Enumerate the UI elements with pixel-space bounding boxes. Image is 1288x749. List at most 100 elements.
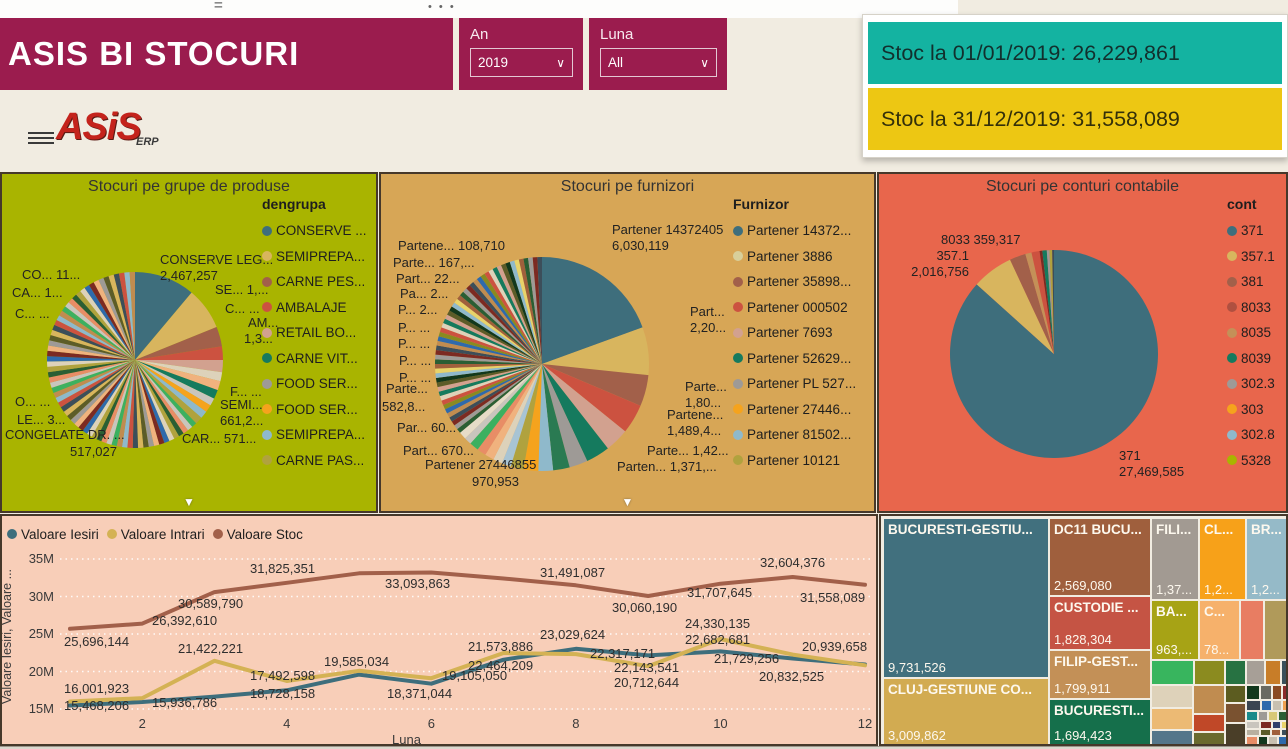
legend-item[interactable]: FOOD SER... [262,397,376,423]
treemap-block[interactable] [1273,722,1280,728]
pie-slice[interactable] [1046,250,1054,354]
treemap-block[interactable] [1195,661,1224,684]
pie-slice[interactable] [436,340,542,364]
treemap-block[interactable]: FILI... 1,37... [1152,519,1198,599]
pie-slice[interactable] [538,364,554,471]
pie-slice[interactable] [436,364,542,388]
pie-slice[interactable] [1010,254,1054,354]
treemap-block[interactable] [1247,730,1259,735]
treemap-block[interactable] [1282,722,1286,728]
treemap-block[interactable] [1194,686,1224,713]
pie-slice[interactable] [135,360,207,418]
more-options-icon[interactable]: • • • [428,1,456,13]
legend-item[interactable]: CARNE PAS... [262,448,376,474]
treemap-block[interactable] [1247,686,1259,699]
pie-slice[interactable] [129,271,135,360]
pie-slice[interactable] [135,360,223,382]
pie-slice[interactable] [135,360,165,445]
legend-item[interactable]: Partener 35898... [733,269,874,295]
pie-slice[interactable] [480,273,542,364]
legend-item[interactable]: Valoare Stoc [212,526,303,542]
pie-slice[interactable] [135,360,188,434]
treemap-block[interactable] [1283,701,1286,710]
legend-item[interactable]: RETAIL BO... [262,320,376,346]
pie-slice[interactable] [435,359,542,364]
legend-item[interactable]: Valoare Iesiri [7,526,99,542]
legend-item[interactable]: 381 [1227,269,1286,295]
legend-item[interactable]: Partener 7693 [733,320,874,346]
pie-slice[interactable] [103,276,135,360]
pie-slice[interactable] [439,364,542,401]
treemap-block[interactable] [1261,686,1271,699]
pie-slice[interactable] [435,364,542,374]
pie-slice[interactable] [46,356,135,362]
legend-item[interactable]: 303 [1227,397,1286,423]
legend-item[interactable]: FOOD SER... [262,371,376,397]
treemap-block[interactable] [1269,737,1277,744]
pie-slice[interactable] [505,261,542,364]
legend-item[interactable]: Partener 000502 [733,295,874,321]
treemap-block[interactable] [1269,712,1277,720]
treemap-block[interactable] [1273,701,1281,710]
pie-slice[interactable] [108,274,135,360]
legend-item[interactable]: CARNE PES... [262,269,376,295]
pie-slice[interactable] [466,285,542,364]
treemap-block[interactable]: CLUJ-GESTIUNE CO... 3,009,862 [884,679,1048,744]
pie-slice[interactable] [87,360,135,437]
pie-slice[interactable] [445,314,542,364]
treemap-block[interactable]: BA... 963,... [1152,601,1198,659]
legend-item[interactable]: Partener 81502... [733,422,874,448]
pie-slice[interactable] [132,360,139,449]
pie-slice[interactable] [65,302,135,360]
pie-slice[interactable] [542,364,649,406]
pie-slice[interactable] [496,265,542,364]
pie-slice[interactable] [460,291,542,364]
treemap-block[interactable] [1226,704,1245,722]
treemap-block[interactable] [1279,712,1286,720]
pie-slice[interactable] [60,360,135,412]
pie-slice[interactable] [111,360,135,447]
pie-slice[interactable] [537,257,542,364]
pie-slice[interactable] [1052,250,1054,354]
pie-slice[interactable] [451,364,542,426]
treemap-block[interactable] [1152,731,1192,744]
pie-slice[interactable] [528,257,542,364]
pie-slice[interactable] [485,364,542,460]
pie-slice[interactable] [50,360,135,388]
pie-slice[interactable] [976,259,1054,354]
pie-slice[interactable] [441,364,542,405]
pie-slice[interactable] [135,272,192,360]
pie-slice[interactable] [47,350,135,360]
pie-slice[interactable] [492,267,542,364]
treemap-block[interactable] [1282,730,1286,735]
treemap-block[interactable] [1247,701,1260,710]
pie-slice[interactable] [135,327,222,360]
pie-slice[interactable] [58,360,135,408]
pie-slice[interactable] [49,335,136,360]
pie-slice[interactable] [477,364,542,455]
pie-slice[interactable] [447,310,542,365]
legend-item[interactable]: Partener 27446... [733,397,874,423]
treemap-block[interactable] [1247,712,1257,720]
legend-item[interactable]: SEMIPREPA... [262,422,376,448]
treemap-block[interactable]: BUCURESTI-GESTIU... 9,731,526 [884,519,1048,677]
treemap-block[interactable] [1247,722,1259,728]
pie-slice[interactable] [63,360,136,416]
legend-item[interactable]: 8039 [1227,346,1286,372]
pie-slice[interactable] [54,320,135,360]
treemap-block[interactable] [1226,661,1245,684]
pie-slice[interactable] [47,360,136,367]
pie-slice[interactable] [47,345,136,360]
pie-slice[interactable] [135,360,179,439]
pie-slice[interactable] [501,364,542,467]
pie-slice[interactable] [135,360,223,373]
legend-item[interactable]: 8035 [1227,320,1286,346]
pie-slice[interactable] [80,287,135,360]
pie-slice[interactable] [56,315,136,360]
treemap-block[interactable] [1279,737,1286,744]
pie-slice[interactable] [53,360,135,398]
legend-item[interactable]: 8033 [1227,295,1286,321]
pie-slice[interactable] [457,295,542,364]
pie-slice[interactable] [106,360,135,445]
pie-slice[interactable] [48,340,135,360]
